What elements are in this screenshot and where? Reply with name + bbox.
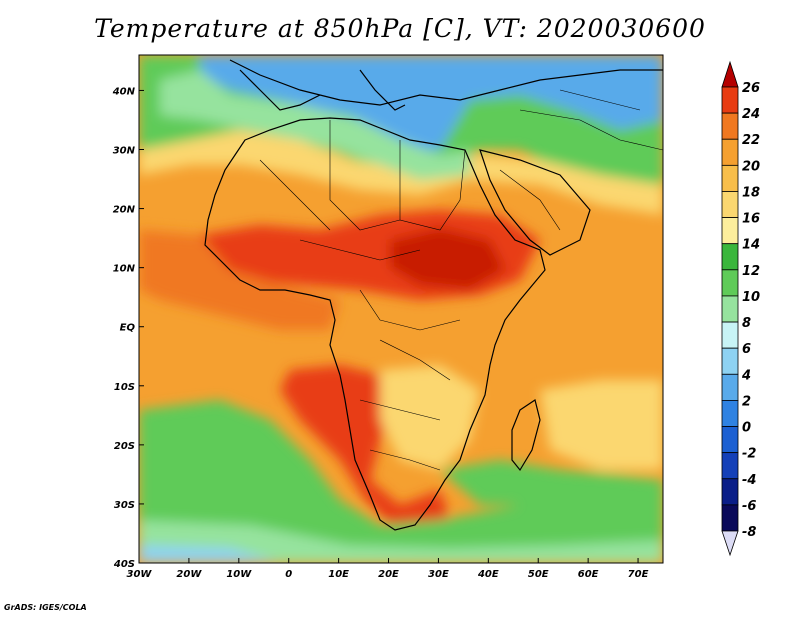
x-tick-label: 30E: [428, 569, 449, 580]
y-tick-label: 10N: [113, 264, 136, 275]
colorbar-label: 20: [742, 159, 760, 174]
x-tick-label: 10W: [226, 569, 252, 580]
colorbar-swatch: [721, 295, 739, 323]
y-tick-label: 30S: [114, 500, 135, 511]
europe-coastline: [229, 59, 663, 106]
colorbar-swatch: [721, 269, 739, 297]
colorbar-label: 18: [742, 185, 760, 200]
country-borders: [259, 89, 663, 471]
colorbar-label: 14: [742, 238, 760, 253]
iberia-coastline: [239, 69, 321, 111]
map-title: Temperature at 850hPa [C], VT: 202003060…: [94, 14, 706, 43]
colorbar-swatch: [721, 478, 739, 506]
field-core-hot: [390, 228, 505, 290]
colorbar-bottom-arrow: [721, 530, 739, 557]
colorbar-label: 26: [742, 81, 760, 96]
colorbar-swatch: [721, 452, 739, 480]
colorbar-label: 10: [742, 290, 760, 305]
colorbar-label: -8: [742, 525, 756, 540]
italy-coastline: [359, 69, 406, 111]
y-tick-label: 10S: [114, 382, 135, 393]
colorbar-swatch: [721, 138, 739, 166]
x-tick-label: 20W: [176, 569, 202, 580]
colorbar-label: 0: [742, 421, 751, 436]
coastlines: [204, 59, 663, 531]
madagascar-coastline: [511, 399, 541, 472]
y-tick-label: EQ: [120, 323, 136, 334]
colorbar-label: 22: [742, 133, 760, 148]
x-tick-label: 30W: [127, 569, 153, 580]
colorbar-swatch: [721, 347, 739, 375]
field-europe-light: [160, 70, 470, 180]
arabia-coastline: [479, 149, 591, 256]
colorbar-label: -2: [742, 447, 756, 462]
credit-text: GrADS: IGES/COLA: [4, 603, 87, 612]
x-tick-label: 60E: [578, 569, 599, 580]
colorbar-swatch: [721, 504, 739, 532]
colorbar-swatch: [721, 86, 739, 114]
field-south-ocean: [139, 400, 663, 563]
colorbar-label: 16: [742, 212, 760, 227]
y-tick-label: 40S: [113, 559, 135, 570]
colorbar-swatch: [721, 217, 739, 245]
colorbar-swatch: [721, 164, 739, 192]
colorbar-swatch: [721, 321, 739, 349]
africa-coastline: [204, 117, 546, 531]
x-tick-label: 50E: [528, 569, 549, 580]
field-south-cold: [139, 520, 663, 563]
x-tick-label: 10E: [328, 569, 349, 580]
colorbar-swatch: [721, 243, 739, 271]
y-tick-label: 40N: [112, 86, 136, 97]
colorbar-label: 12: [742, 264, 760, 279]
x-tick-label: 20E: [378, 569, 399, 580]
x-axis: 30W 20W 10W 0 10E 20E 30E 40E 50E 60E 70E: [127, 558, 649, 580]
border-lines: [259, 89, 663, 471]
temperature-field: [139, 55, 663, 563]
colorbar-swatch: [721, 191, 739, 218]
field-indian-yellow: [540, 380, 663, 470]
field-indian-green: [440, 460, 663, 505]
colorbar-label: 2: [742, 394, 751, 409]
colorbar-swatch: [721, 426, 739, 454]
field-south-blue: [139, 545, 280, 563]
y-tick-label: 30N: [113, 146, 136, 157]
x-tick-label: 70E: [628, 569, 649, 580]
plot-frame: [138, 54, 664, 564]
colorbar-top-arrow: [721, 60, 739, 88]
colorbar-label: 8: [742, 316, 751, 331]
field-south-hot: [280, 365, 450, 535]
y-axis: 40S 30S 20S 10S EQ 10N 20N 30N 40N: [112, 86, 144, 570]
colorbar-label: -4: [742, 473, 756, 488]
x-tick-label: 0: [285, 569, 292, 580]
y-tick-label: 20N: [113, 205, 136, 216]
colorbar-swatch: [721, 373, 739, 401]
x-tick-label: 40E: [477, 569, 499, 580]
y-tick-label: 20S: [114, 441, 135, 452]
colorbar-label: 24: [742, 107, 760, 122]
colorbar-swatch: [721, 400, 739, 427]
colorbar-label: 4: [741, 368, 751, 383]
colorbar-label: -6: [742, 499, 756, 514]
colorbar-swatch: [721, 112, 739, 140]
colorbar-label: 6: [742, 342, 751, 357]
